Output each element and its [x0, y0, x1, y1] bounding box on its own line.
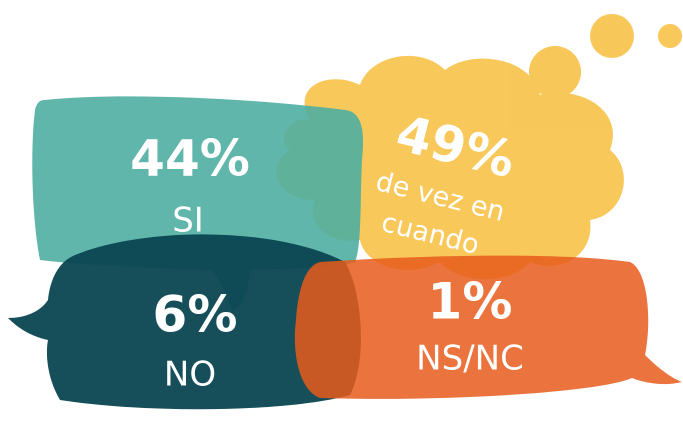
- thought-dot: [590, 14, 634, 58]
- label-text: SI: [172, 201, 204, 241]
- percent-text: 6%: [153, 286, 238, 344]
- label-text: NS/NC: [416, 339, 524, 379]
- infographic: 44% SI 49% de vez en cuando 6% NO 1% NS/…: [0, 0, 683, 421]
- percent-text: 44%: [130, 130, 250, 188]
- percent-text: 1%: [428, 273, 513, 331]
- thought-dot: [658, 24, 682, 48]
- page: {"bubbles": [ {"percent": "44%", "label"…: [0, 0, 683, 421]
- label-text: NO: [164, 355, 216, 395]
